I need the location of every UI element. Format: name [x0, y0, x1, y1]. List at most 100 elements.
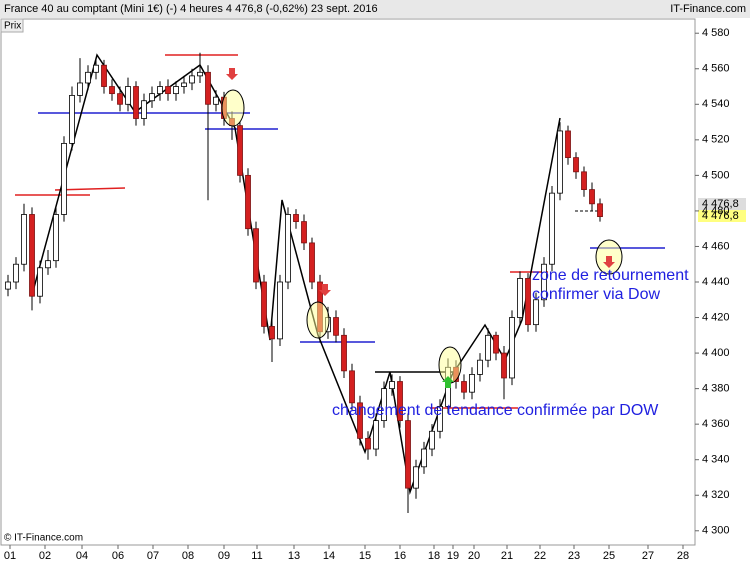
- candle-body: [573, 157, 579, 173]
- candle-body: [237, 125, 243, 176]
- candle-body: [157, 86, 163, 95]
- candle-body: [197, 71, 203, 77]
- candle-body: [29, 214, 35, 297]
- candle-body: [109, 86, 115, 95]
- x-tick-label: 01: [4, 550, 16, 562]
- candle-body: [437, 405, 443, 432]
- candle-body: [173, 86, 179, 95]
- y-tick-label: 4 420: [702, 311, 730, 323]
- annotation: confirmer via Dow: [532, 286, 660, 303]
- candle-body: [365, 437, 371, 450]
- candle-body: [373, 420, 379, 450]
- candle-body: [101, 64, 107, 87]
- arrows: [226, 68, 615, 388]
- candle-body: [501, 352, 507, 379]
- candle-body: [485, 334, 491, 361]
- candle-body: [421, 448, 427, 468]
- candle-body: [213, 96, 219, 105]
- candle-body: [253, 228, 259, 283]
- x-tick-label: 16: [394, 550, 406, 562]
- candle-body: [517, 278, 523, 318]
- candle-body: [5, 281, 11, 290]
- y-tick-label: 4 560: [702, 63, 730, 75]
- x-tick-label: 19: [447, 550, 459, 562]
- x-tick-label: 25: [603, 550, 615, 562]
- candle-body: [133, 86, 139, 119]
- plot: zone de retournement confirmer via Dow c…: [5, 52, 689, 514]
- x-tick-label: 15: [359, 550, 371, 562]
- x-tick-label: 06: [112, 550, 124, 562]
- y-tick-label: 4 300: [702, 525, 730, 537]
- x-tick-label: 11: [251, 550, 262, 562]
- candle-body: [509, 317, 515, 379]
- y-tick-label: 4 480: [702, 205, 730, 217]
- candle-body: [549, 192, 555, 265]
- candle-body: [389, 381, 395, 390]
- candle-body: [349, 370, 355, 404]
- x-tick-label: 23: [568, 550, 580, 562]
- candle-body: [181, 82, 187, 87]
- candle-body: [13, 263, 19, 283]
- candle-body: [469, 374, 475, 393]
- price-label-box: [698, 198, 746, 210]
- y-tick-label: 4 540: [702, 98, 730, 110]
- price-label: 4 476,8: [702, 198, 739, 210]
- y-tick-label: 4 320: [702, 489, 730, 501]
- candle-body: [117, 93, 123, 105]
- candle-body: [397, 381, 403, 422]
- candle-body: [293, 214, 299, 222]
- price-caption: Prix: [4, 21, 21, 32]
- candle-body: [493, 334, 499, 354]
- candle-body: [261, 281, 267, 327]
- price-label: 4 476,8: [702, 210, 739, 222]
- candle-body: [149, 93, 155, 102]
- candle-body: [429, 430, 435, 450]
- candle-body: [69, 95, 75, 144]
- x-tick-label: 28: [677, 550, 689, 562]
- candle-body: [405, 420, 411, 489]
- x-tick-label: 20: [468, 550, 480, 562]
- candle-body: [77, 82, 83, 96]
- x-tick-label: 21: [501, 550, 513, 562]
- x-tick-label: 08: [182, 550, 194, 562]
- y-tick-label: 4 380: [702, 383, 730, 395]
- candle-body: [541, 263, 547, 301]
- candle-body: [381, 388, 387, 422]
- candle-body: [165, 86, 171, 95]
- candle-body: [525, 278, 531, 326]
- candle-body: [461, 381, 467, 393]
- candle-body: [301, 221, 307, 244]
- candle-body: [277, 281, 283, 340]
- header-source: IT-Finance.com: [670, 3, 746, 15]
- candle-body: [341, 334, 347, 372]
- x-tick-label: 27: [642, 550, 654, 562]
- candle-body: [565, 130, 571, 159]
- candle-body: [93, 64, 99, 73]
- annotation: zone de retournement: [532, 267, 689, 284]
- price-caption-box: [0, 18, 24, 33]
- candle-body: [45, 260, 51, 269]
- y-tick-label: 4 580: [702, 27, 730, 39]
- candle-body: [141, 100, 147, 119]
- copyright: © IT-Finance.com: [4, 533, 83, 544]
- candle-body: [333, 317, 339, 336]
- annotation: changement de tendance confirmée par DOW: [332, 402, 659, 419]
- candle-body: [61, 142, 67, 215]
- price-label-box: [698, 210, 746, 222]
- y-tick-label: 4 460: [702, 240, 730, 252]
- y-tick-label: 4 360: [702, 418, 730, 430]
- x-tick-label: 22: [534, 550, 546, 562]
- candle-body: [285, 214, 291, 283]
- candle-body: [413, 466, 419, 489]
- candle-body: [589, 189, 595, 205]
- candle-body: [597, 203, 603, 218]
- candle-body: [533, 299, 539, 326]
- candle-body: [309, 242, 315, 283]
- candle-body: [125, 86, 131, 105]
- x-tick-label: 13: [288, 550, 300, 562]
- x-tick-label: 18: [428, 550, 440, 562]
- x-tick-label: 07: [147, 550, 159, 562]
- candle-body: [557, 130, 563, 194]
- header-title: France 40 au comptant (Mini 1€) (-) 4 he…: [4, 3, 378, 15]
